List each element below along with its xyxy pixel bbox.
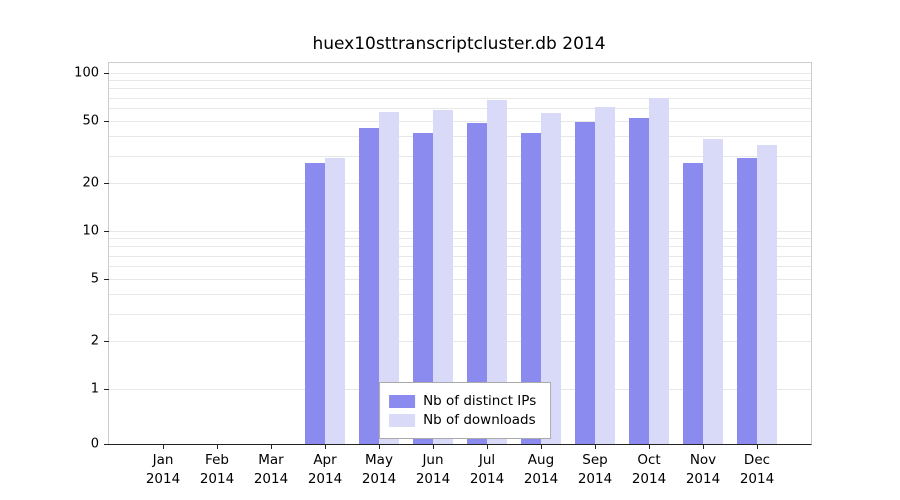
x-tick-mark (487, 444, 488, 449)
y-tick-mark (104, 341, 109, 343)
gridline (109, 108, 811, 110)
x-tick-label: Feb 2014 (199, 452, 235, 487)
gridline (109, 80, 811, 82)
x-tick-mark (433, 444, 434, 449)
bar-downloads-aug (541, 112, 561, 444)
x-tick-mark (163, 444, 164, 449)
bar-downloads-may (379, 111, 399, 444)
plot-area: Nb of distinct IPs Nb of downloads 0 1 2 5 1… (74, 62, 812, 487)
y-tick-mark (104, 120, 109, 122)
x-tick-mark (217, 444, 218, 449)
x-tick-mark (541, 444, 542, 449)
x-tick-mark (325, 444, 326, 449)
bar-distinct-ips-may (359, 127, 379, 444)
x-tick-mark (757, 444, 758, 449)
y-tick-label: 20 (82, 175, 99, 191)
bar-downloads-oct (649, 97, 669, 444)
gridline (109, 246, 811, 248)
gridline (109, 255, 811, 257)
bar-distinct-ips-oct (629, 117, 649, 444)
x-tick-mark (703, 444, 704, 449)
legend-label-downloads: Nb of downloads (423, 412, 536, 428)
gridline (109, 88, 811, 90)
gridline (109, 231, 811, 232)
y-tick-mark (104, 231, 109, 232)
y-tick-mark (104, 278, 109, 280)
x-tick-mark (271, 444, 272, 449)
x-tick-label: Jun 2014 (415, 452, 451, 487)
gridline (109, 266, 811, 268)
bar-distinct-ips-jul (467, 123, 487, 444)
y-tick-mark (104, 183, 109, 185)
gridline (109, 120, 811, 122)
x-tick-label: Sep 2014 (577, 452, 613, 487)
y-tick-mark (104, 389, 109, 390)
y-tick-label: 0 (90, 436, 99, 452)
legend-item-downloads: Nb of downloads (389, 412, 536, 428)
y-tick-label: 10 (82, 223, 99, 239)
bar-distinct-ips-dec (737, 157, 757, 444)
gridline (109, 155, 811, 157)
bar-downloads-apr (325, 157, 345, 444)
x-tick-label: May 2014 (361, 452, 397, 487)
y-tick-label: 2 (90, 333, 99, 349)
legend-swatch-distinct-ips (389, 394, 416, 408)
gridline (109, 238, 811, 240)
gridline (109, 135, 811, 137)
x-tick-label: Jul 2014 (469, 452, 505, 487)
bar-downloads-sep (595, 106, 615, 444)
chart-title: huex10sttranscriptcluster.db 2014 (312, 34, 606, 54)
y-tick-label: 5 (90, 271, 99, 287)
legend: Nb of distinct IPs Nb of downloads (379, 382, 552, 439)
x-tick-label: Apr 2014 (307, 452, 343, 487)
x-tick-label: Oct 2014 (631, 452, 667, 487)
x-tick-label: Mar 2014 (253, 452, 289, 487)
x-tick-label: Aug 2014 (523, 452, 559, 487)
gridline (109, 313, 811, 315)
legend-label-distinct-ips: Nb of distinct IPs (423, 393, 537, 409)
x-tick-label: Dec 2014 (739, 452, 775, 487)
gridline (109, 341, 811, 343)
x-tick-label: Nov 2014 (685, 452, 721, 487)
y-tick-label: 1 (90, 381, 99, 397)
y-tick-mark (104, 444, 109, 445)
legend-item-distinct-ips: Nb of distinct IPs (389, 393, 536, 409)
bar-distinct-ips-nov (683, 162, 703, 444)
bar-downloads-jun (433, 110, 453, 444)
gridline (109, 97, 811, 99)
y-tick-mark (104, 73, 109, 74)
bar-downloads-jul (487, 99, 507, 444)
bar-distinct-ips-sep (575, 121, 595, 444)
bar-downloads-dec (757, 145, 777, 444)
gridline (109, 73, 811, 74)
bar-distinct-ips-jun (413, 132, 433, 444)
y-tick-label: 50 (82, 113, 99, 129)
gridline (109, 183, 811, 185)
y-tick-label: 100 (74, 65, 99, 81)
x-tick-label: Jan 2014 (145, 452, 181, 487)
x-tick-mark (379, 444, 380, 449)
bar-distinct-ips-aug (521, 132, 541, 444)
bar-downloads-nov (703, 139, 723, 444)
bar-distinct-ips-apr (305, 162, 325, 444)
gridline (109, 293, 811, 295)
gridline (109, 278, 811, 280)
x-tick-mark (595, 444, 596, 449)
legend-swatch-downloads (389, 413, 416, 427)
x-tick-mark (649, 444, 650, 449)
